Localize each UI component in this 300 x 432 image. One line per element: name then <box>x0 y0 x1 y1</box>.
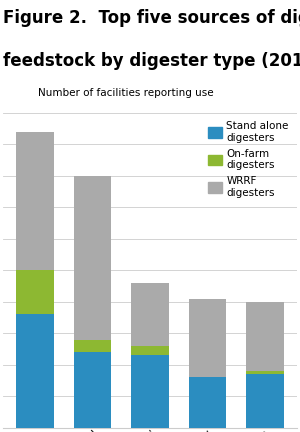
Bar <box>246 302 284 371</box>
Bar <box>16 132 54 270</box>
Text: Number of facilities reporting use: Number of facilities reporting use <box>38 88 214 98</box>
Legend: Stand alone
digesters, On-farm
digesters, WRRF
digesters: Stand alone digesters, On-farm digesters… <box>204 118 292 201</box>
Bar <box>16 270 54 314</box>
Bar <box>131 283 169 346</box>
Bar <box>16 314 54 428</box>
Bar <box>246 371 284 374</box>
Bar <box>189 377 226 428</box>
Bar <box>246 374 284 428</box>
Bar <box>131 346 169 355</box>
Text: feedstock by digester type (2015): feedstock by digester type (2015) <box>3 51 300 70</box>
Bar <box>74 340 111 352</box>
Text: Figure 2.  Top five sources of digester: Figure 2. Top five sources of digester <box>3 9 300 27</box>
Bar <box>74 176 111 340</box>
Bar <box>74 352 111 428</box>
Bar <box>131 355 169 428</box>
Bar <box>189 299 226 377</box>
